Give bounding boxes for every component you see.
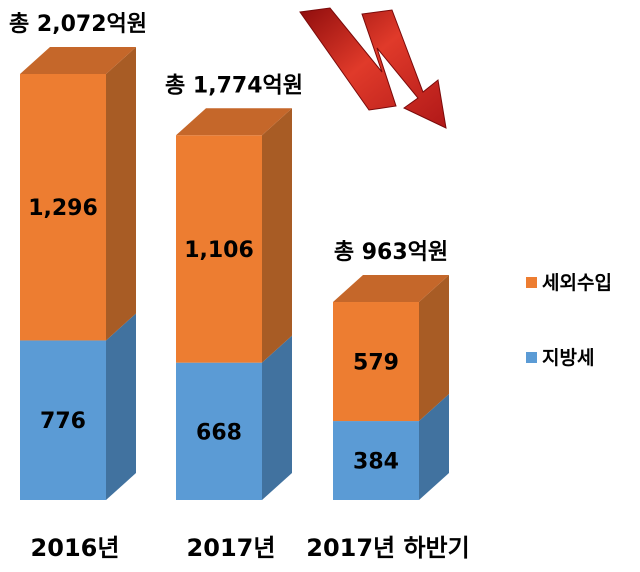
- bar-지방세-0: [20, 340, 106, 500]
- legend-label-지방세: 지방세: [542, 347, 594, 369]
- down-trend-arrow-icon: [299, 7, 447, 129]
- bar-지방세-1: [176, 362, 262, 500]
- value-label-지방세-2: 384: [353, 450, 399, 475]
- bars-group: [20, 47, 449, 500]
- legend-item-지방세: 지방세: [526, 347, 594, 369]
- legend-swatch-세외수입: [526, 277, 537, 288]
- total-label-0: 총 2,072억원: [9, 12, 147, 37]
- bar-top-0: [20, 47, 136, 74]
- value-labels-group: 776 1,296 668 1,106 384 579: [28, 196, 399, 474]
- bar-side-지방세-0: [106, 313, 136, 500]
- bar-세외수입-1: [176, 135, 262, 363]
- value-label-세외수입-0: 1,296: [28, 196, 98, 221]
- total-label-1: 총 1,774억원: [165, 73, 303, 98]
- category-label-0: 2016년: [31, 534, 120, 562]
- value-label-지방세-0: 776: [40, 409, 86, 434]
- bar-side-지방세-2: [419, 394, 449, 500]
- bar-지방세-2: [333, 421, 419, 500]
- category-label-2: 2017년 하반기: [306, 534, 469, 562]
- bar-side-세외수입-2: [419, 275, 449, 422]
- value-label-세외수입-1: 1,106: [184, 238, 254, 263]
- legend-swatch-지방세: [526, 352, 537, 363]
- bar-top-1: [176, 108, 292, 136]
- category-label-1: 2017년: [187, 534, 276, 562]
- bar-세외수입-2: [333, 302, 419, 422]
- legend-label-세외수입: 세외수입: [542, 272, 612, 294]
- bar-top-2: [333, 275, 449, 303]
- bar-세외수입-0: [20, 74, 106, 341]
- category-labels-group: 2016년 2017년 2017년 하반기: [31, 534, 470, 562]
- value-label-지방세-1: 668: [196, 420, 242, 445]
- legend: 세외수입 지방세: [526, 272, 612, 369]
- bar-side-세외수입-0: [106, 47, 136, 341]
- bar-side-세외수입-1: [262, 108, 292, 363]
- bar-side-지방세-1: [262, 335, 292, 500]
- total-label-2: 총 963억원: [334, 240, 448, 265]
- legend-item-세외수입: 세외수입: [526, 272, 612, 294]
- value-label-세외수입-2: 579: [353, 351, 399, 376]
